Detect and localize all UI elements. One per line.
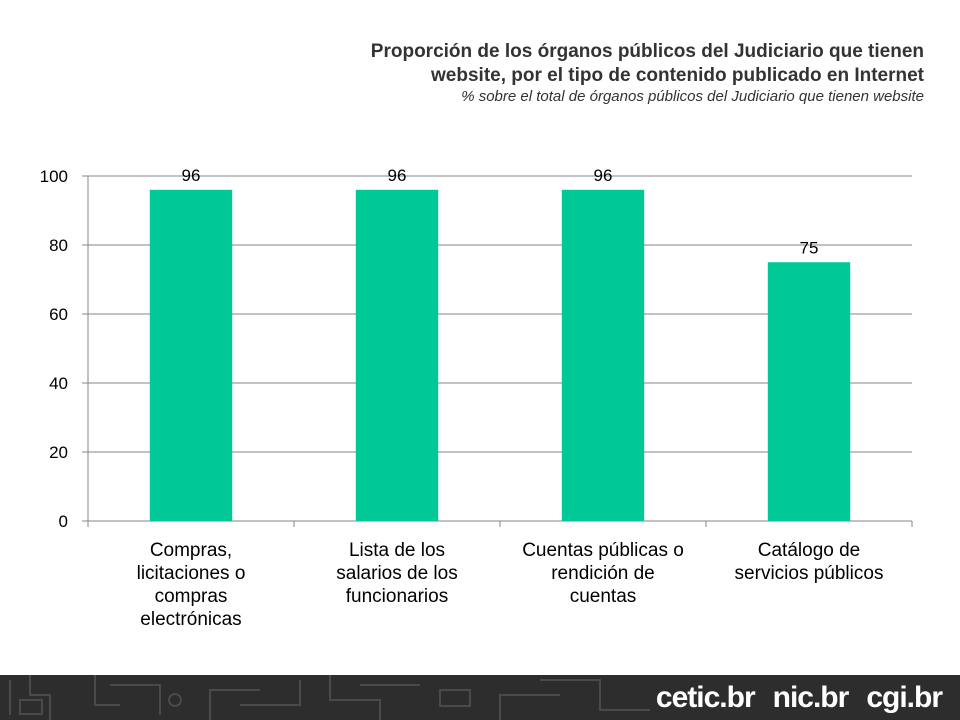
y-tick-label: 20	[49, 443, 68, 462]
bar-chart: 0 20 40 60 80 100 96 Compras,licitaciones ocomp…	[40, 166, 913, 630]
data-label-2: 96	[388, 166, 407, 185]
x-category-label-1: electrónicas	[140, 609, 241, 630]
cgi-logo: cgi.br	[866, 681, 943, 714]
y-tick-label: 0	[59, 512, 68, 531]
x-category-label-3: rendición de	[551, 563, 655, 584]
chart-title-block: Proporción de los órganos públicos del J…	[64, 40, 924, 106]
bar-2	[355, 189, 439, 522]
chart-subtitle: % sobre el total de órganos públicos del…	[461, 88, 924, 105]
y-tick-label: 40	[49, 374, 68, 393]
bar-4	[767, 262, 851, 521]
x-category-label-1: compras	[155, 586, 228, 607]
nic-logo: nic.br	[772, 681, 850, 714]
y-tick-label: 100	[40, 167, 68, 186]
x-category-label-2: funcionarios	[346, 586, 448, 607]
chart-title-line-1: Proporción de los órganos públicos del J…	[370, 41, 924, 62]
y-tick-label: 80	[49, 236, 68, 255]
logo-group: cetic.br nic.br cgi.br	[655, 679, 943, 717]
x-category-label-4: servicios públicos	[735, 563, 884, 584]
x-category-label-4: Catálogo de	[758, 540, 860, 561]
x-category-label-1: licitaciones o	[137, 563, 246, 584]
bar-3	[561, 189, 645, 522]
x-category-label-2: salarios de los	[336, 563, 457, 584]
x-category-label-1: Compras,	[150, 540, 232, 561]
cetic-logo: cetic.br	[655, 681, 756, 714]
x-category-label-2: Lista de los	[349, 540, 445, 561]
data-label-1: 96	[182, 166, 201, 185]
bar-1	[149, 189, 233, 522]
x-category-label-3: cuentas	[570, 586, 637, 607]
footer-bar: cetic.br nic.br cgi.br	[0, 675, 960, 720]
y-tick-label: 60	[49, 305, 68, 324]
data-label-4: 75	[800, 238, 819, 257]
x-category-label-3: Cuentas públicas o	[522, 540, 684, 561]
circuit-decoration	[9, 675, 650, 720]
data-label-3: 96	[594, 166, 613, 185]
chart-title-line-2: website, por el tipo de contenido public…	[431, 65, 924, 86]
